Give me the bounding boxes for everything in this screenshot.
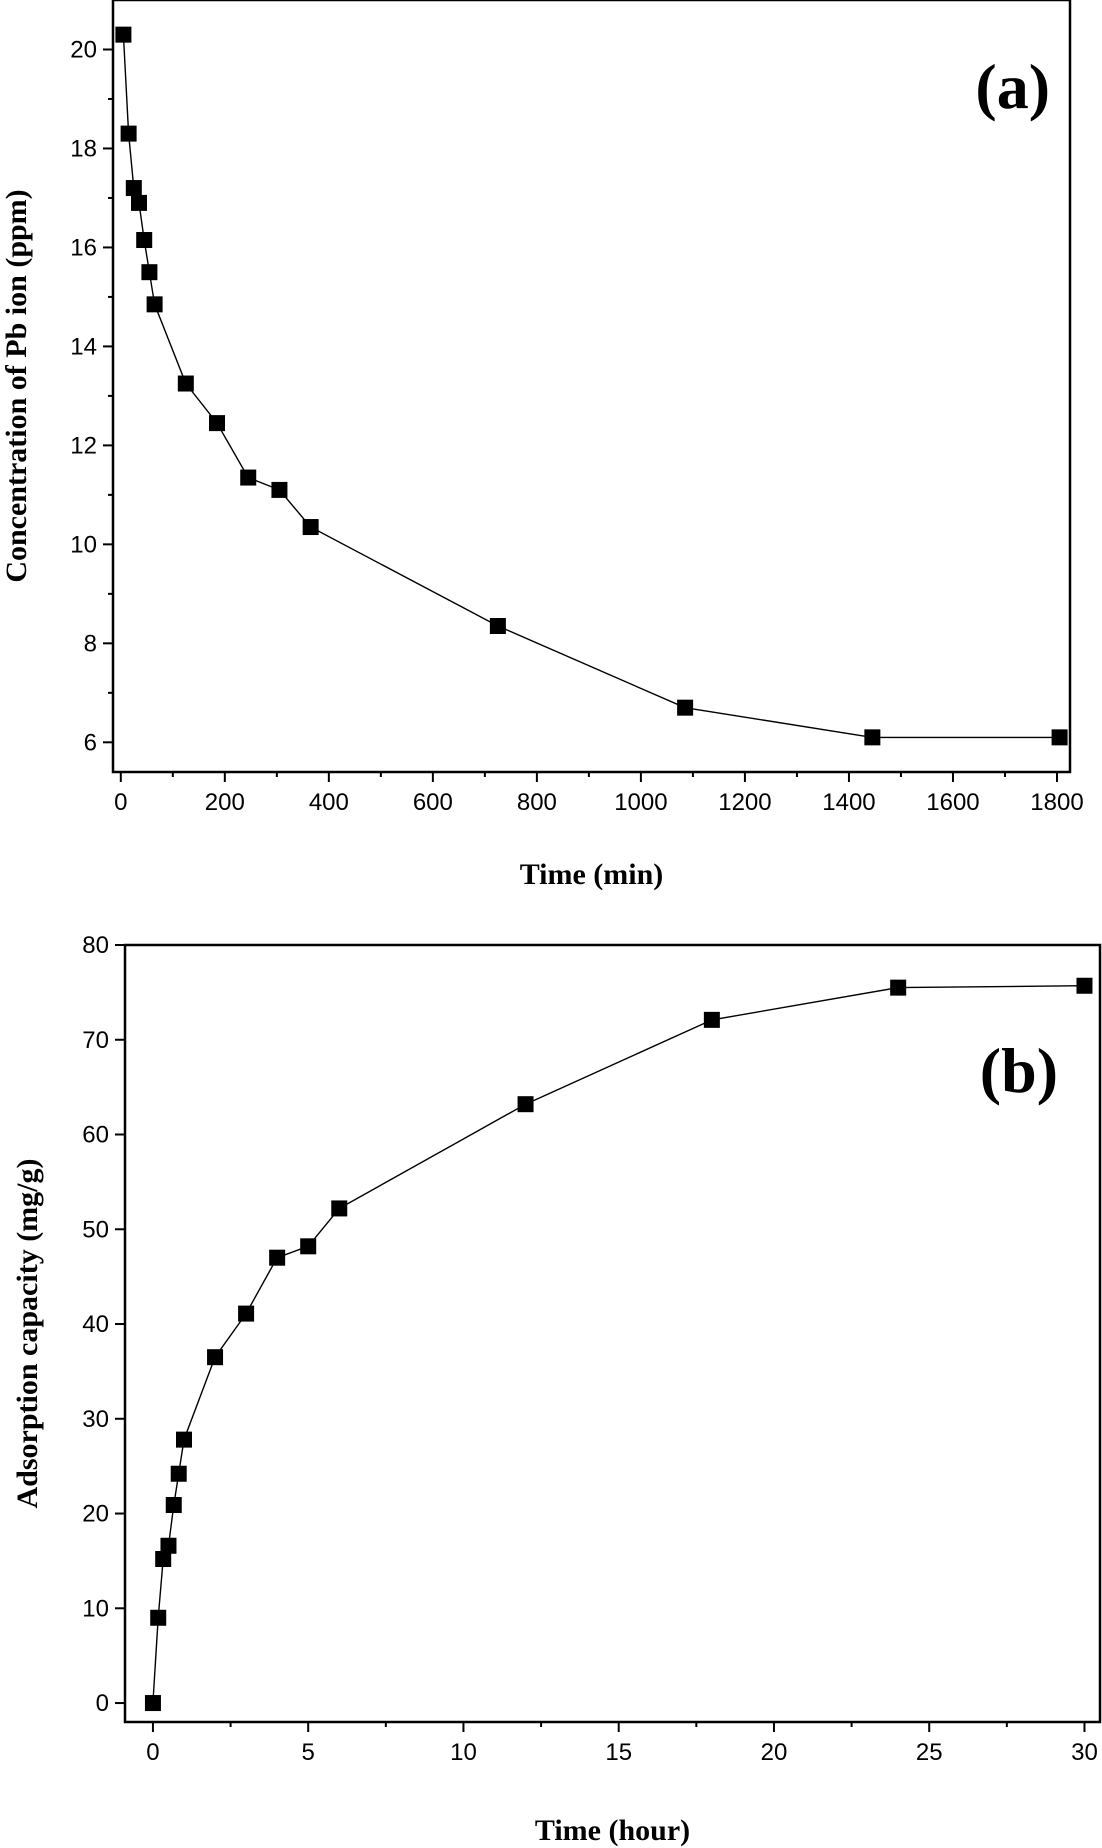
x-tick-label: 20 — [761, 1739, 788, 1766]
data-point — [890, 979, 907, 996]
x-tick-label: 1600 — [926, 789, 979, 816]
x-tick-label: 0 — [114, 789, 127, 816]
plot-frame — [111, 0, 1072, 774]
data-point — [331, 1200, 348, 1217]
data-point — [177, 375, 194, 392]
x-tick-label: 800 — [517, 789, 557, 816]
y-tick-label: 14 — [70, 333, 97, 360]
data-point — [170, 1465, 187, 1482]
x-tick-label: 15 — [605, 1739, 632, 1766]
x-tick-label: 200 — [205, 789, 245, 816]
y-tick-label: 40 — [82, 1311, 109, 1338]
data-point — [146, 296, 163, 313]
x-tick-label: 1000 — [614, 789, 667, 816]
x-axis-title: Time (hour) — [535, 1814, 690, 1847]
data-point — [703, 1011, 720, 1028]
data-point — [160, 1537, 177, 1554]
data-point — [1051, 729, 1068, 746]
data-point — [271, 481, 288, 498]
data-point — [677, 699, 694, 716]
data-point — [175, 1431, 192, 1448]
y-axis-title: Adsorption capacity (mg/g) — [11, 1159, 44, 1509]
x-tick-label: 1800 — [1030, 789, 1083, 816]
panel-label: (a) — [975, 51, 1050, 122]
y-tick-label: 10 — [70, 531, 97, 558]
y-tick-label: 12 — [70, 432, 97, 459]
y-tick-label: 10 — [82, 1595, 109, 1622]
x-tick-label: 10 — [450, 1739, 477, 1766]
x-tick-label: 600 — [413, 789, 453, 816]
x-tick-label: 0 — [146, 1739, 159, 1766]
data-point — [144, 1695, 161, 1712]
data-point — [125, 180, 142, 197]
data-point — [150, 1609, 167, 1626]
data-point — [120, 125, 137, 142]
data-point — [131, 194, 148, 211]
y-tick-label: 60 — [82, 1122, 109, 1149]
y-tick-label: 20 — [82, 1501, 109, 1528]
data-point — [1076, 977, 1093, 994]
data-point — [300, 1238, 317, 1255]
y-tick-label: 50 — [82, 1216, 109, 1243]
x-tick-label: 400 — [309, 789, 349, 816]
y-tick-label: 70 — [82, 1027, 109, 1054]
data-point — [240, 469, 257, 486]
y-tick-label: 20 — [70, 36, 97, 63]
data-point — [269, 1249, 286, 1266]
data-point — [489, 618, 506, 635]
data-point — [207, 1349, 224, 1366]
x-tick-label: 1200 — [718, 789, 771, 816]
data-point — [517, 1096, 534, 1113]
x-tick-label: 1400 — [822, 789, 875, 816]
series-line — [152, 985, 1085, 1704]
data-point — [209, 415, 226, 432]
data-point — [136, 232, 153, 249]
plot-frame — [123, 943, 1102, 1724]
x-tick-label: 25 — [916, 1739, 943, 1766]
data-point — [155, 1551, 172, 1568]
series-line — [122, 34, 1060, 739]
data-point — [302, 519, 319, 536]
y-tick-label: 8 — [84, 630, 97, 657]
data-point — [238, 1305, 255, 1322]
chart-panel-a: 0 200 400 600 800 1000 1200 1400 1600 1800 6 8 10 12 1… — [0, 0, 1084, 891]
y-tick-label: 18 — [70, 135, 97, 162]
x-tick-label: 30 — [1071, 1739, 1098, 1766]
data-point — [141, 264, 158, 281]
chart-panel-b: 0 5 10 15 20 25 30 0 10 20 30 40 50 60 70 80 Time (hour)… — [11, 932, 1102, 1847]
panel-label: (b) — [980, 1035, 1058, 1106]
x-axis-title: Time (min) — [520, 858, 664, 891]
y-tick-label: 6 — [84, 729, 97, 756]
y-tick-label: 30 — [82, 1406, 109, 1433]
data-point — [864, 729, 881, 746]
data-point — [165, 1497, 182, 1514]
y-tick-label: 80 — [82, 932, 109, 959]
data-point — [115, 26, 132, 43]
y-tick-label: 16 — [70, 234, 97, 261]
x-tick-label: 5 — [302, 1739, 315, 1766]
y-tick-label: 0 — [96, 1690, 109, 1717]
y-axis-title: Concentration of Pb ion (ppm) — [0, 189, 33, 582]
